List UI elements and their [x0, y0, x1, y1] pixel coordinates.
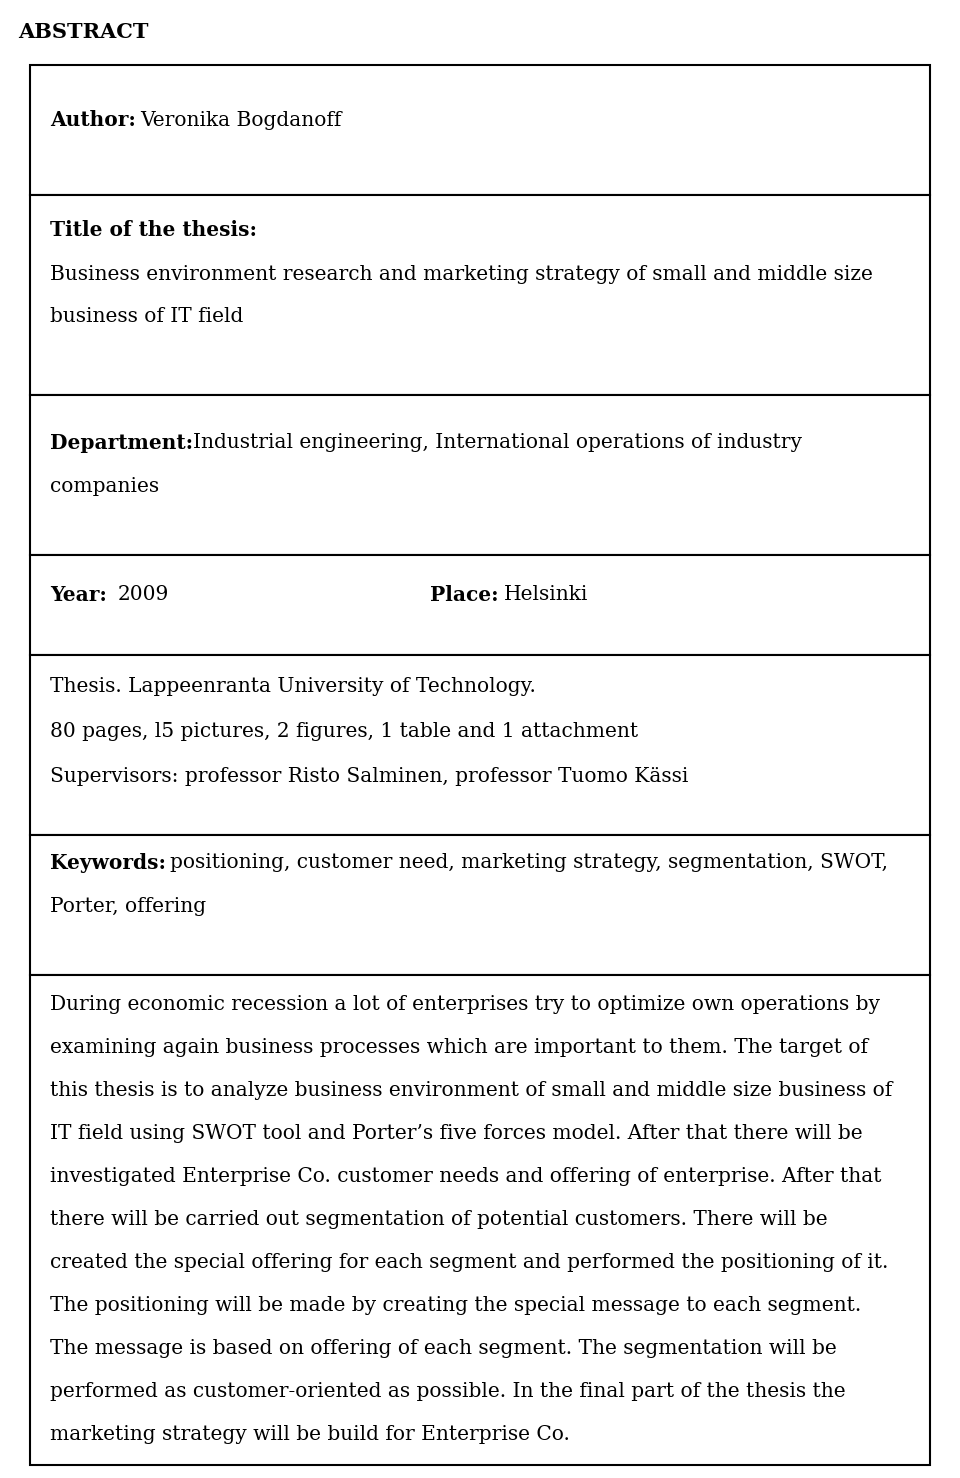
- Bar: [30, 655, 930, 835]
- Text: Veronika Bogdanoff: Veronika Bogdanoff: [140, 111, 342, 130]
- Text: The positioning will be made by creating the special message to each segment.: The positioning will be made by creating…: [50, 1296, 861, 1315]
- Bar: [30, 975, 930, 1465]
- Text: Industrial engineering, International operations of industry: Industrial engineering, International op…: [193, 433, 802, 452]
- Bar: [30, 395, 930, 556]
- Text: companies: companies: [50, 477, 159, 497]
- Text: Year:: Year:: [50, 585, 107, 605]
- Text: 2009: 2009: [118, 585, 169, 605]
- Text: business of IT field: business of IT field: [50, 307, 244, 327]
- Text: IT field using SWOT tool and Porter’s five forces model. After that there will b: IT field using SWOT tool and Porter’s fi…: [50, 1123, 863, 1142]
- Text: performed as customer-oriented as possible. In the final part of the thesis the: performed as customer-oriented as possib…: [50, 1382, 846, 1401]
- Bar: [30, 65, 930, 195]
- Text: there will be carried out segmentation of potential customers. There will be: there will be carried out segmentation o…: [50, 1210, 828, 1230]
- Text: The message is based on offering of each segment. The segmentation will be: The message is based on offering of each…: [50, 1339, 837, 1358]
- Text: During economic recession a lot of enterprises try to optimize own operations by: During economic recession a lot of enter…: [50, 995, 880, 1014]
- Text: Place:: Place:: [430, 585, 498, 605]
- Text: Title of the thesis:: Title of the thesis:: [50, 220, 257, 239]
- Bar: [30, 835, 930, 975]
- Text: Thesis. Lappeenranta University of Technology.: Thesis. Lappeenranta University of Techn…: [50, 677, 536, 696]
- Text: Business environment research and marketing strategy of small and middle size: Business environment research and market…: [50, 265, 873, 284]
- Text: examining again business processes which are important to them. The target of: examining again business processes which…: [50, 1038, 868, 1057]
- Text: this thesis is to analyze business environment of small and middle size business: this thesis is to analyze business envir…: [50, 1080, 892, 1100]
- Text: Author:: Author:: [50, 109, 143, 130]
- Text: investigated Enterprise Co. customer needs and offering of enterprise. After tha: investigated Enterprise Co. customer nee…: [50, 1168, 881, 1185]
- Text: ABSTRACT: ABSTRACT: [18, 22, 149, 41]
- Bar: [30, 556, 930, 655]
- Text: positioning, customer need, marketing strategy, segmentation, SWOT,: positioning, customer need, marketing st…: [170, 853, 888, 872]
- Bar: [30, 195, 930, 395]
- Text: 80 pages, l5 pictures, 2 figures, 1 table and 1 attachment: 80 pages, l5 pictures, 2 figures, 1 tabl…: [50, 721, 638, 740]
- Text: Helsinki: Helsinki: [504, 585, 588, 605]
- Text: marketing strategy will be build for Enterprise Co.: marketing strategy will be build for Ent…: [50, 1425, 570, 1444]
- Text: created the special offering for each segment and performed the positioning of i: created the special offering for each se…: [50, 1253, 888, 1273]
- Text: Supervisors: professor Risto Salminen, professor Tuomo Kässi: Supervisors: professor Risto Salminen, p…: [50, 767, 688, 786]
- Text: Department:: Department:: [50, 433, 193, 452]
- Text: Keywords:: Keywords:: [50, 853, 166, 873]
- Text: Porter, offering: Porter, offering: [50, 897, 206, 916]
